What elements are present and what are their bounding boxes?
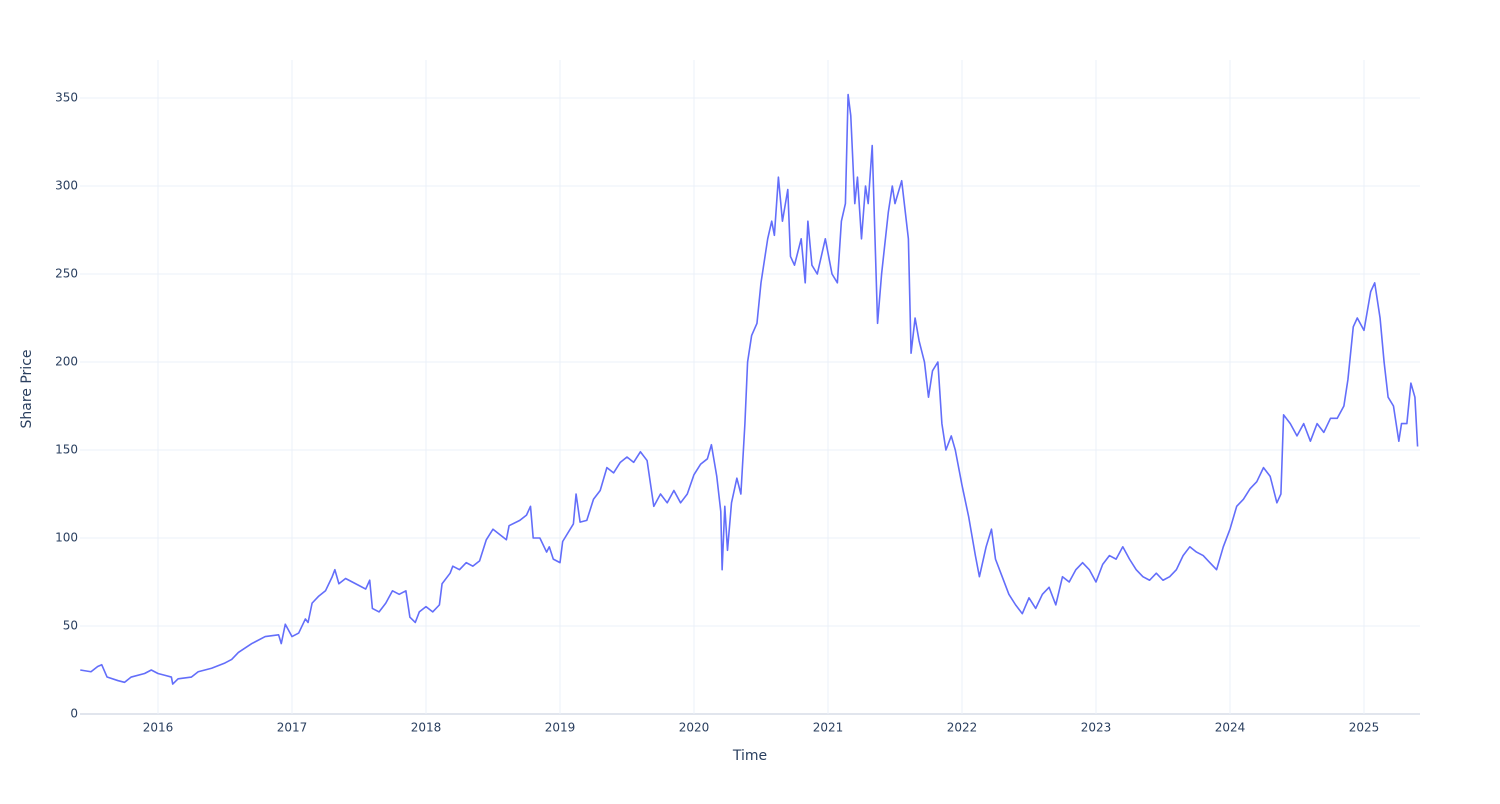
x-tick-label: 2023 [1081,721,1112,735]
y-axis-title: Share Price [19,349,35,428]
x-axis-title: Time [732,748,767,764]
x-tick-label: 2017 [277,721,308,735]
y-tick-label: 350 [55,91,78,105]
y-tick-label: 200 [55,355,78,369]
x-tick-label: 2020 [679,721,710,735]
y-tick-label: 150 [55,443,78,457]
y-tick-label: 0 [70,707,78,721]
x-tick-label: 2022 [947,721,978,735]
x-tick-label: 2016 [143,721,174,735]
x-tick-label: 2018 [411,721,442,735]
y-tick-label: 300 [55,179,78,193]
y-tick-label: 50 [63,619,78,633]
x-tick-label: 2019 [545,721,576,735]
y-tick-label: 250 [55,267,78,281]
line-series [80,93,1419,685]
y-tick-label: 100 [55,531,78,545]
x-tick-label: 2025 [1349,721,1380,735]
x-tick-label: 2021 [813,721,844,735]
x-tick-label: 2024 [1215,721,1246,735]
